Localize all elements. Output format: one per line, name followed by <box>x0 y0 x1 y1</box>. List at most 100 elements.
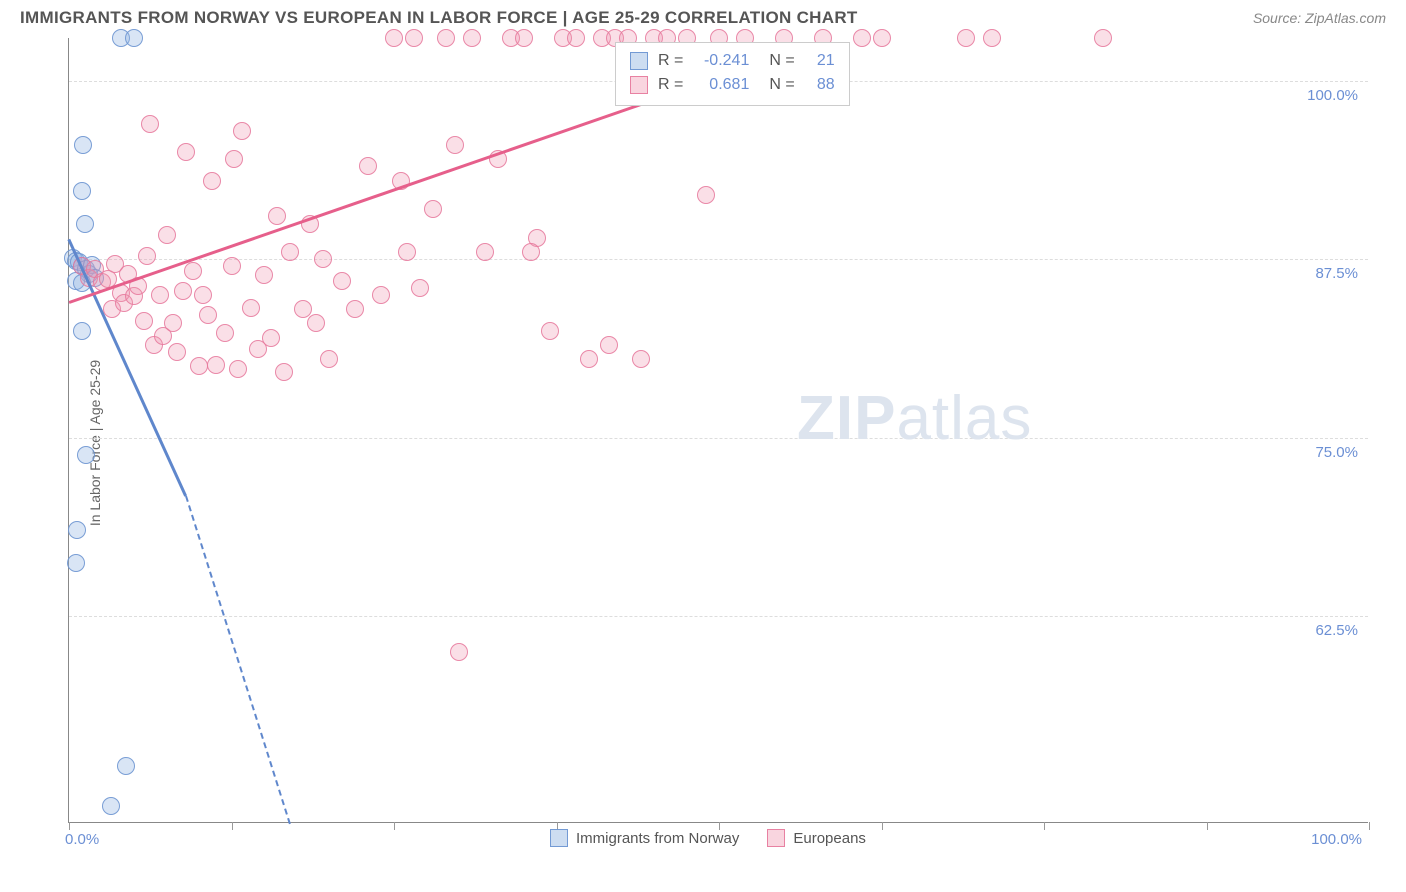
data-point-pink <box>294 300 312 318</box>
data-point-pink <box>541 322 559 340</box>
data-point-blue <box>77 446 95 464</box>
legend-label: Europeans <box>793 830 866 847</box>
chart-source: Source: ZipAtlas.com <box>1253 10 1386 26</box>
n-label: N = <box>769 49 794 73</box>
legend-swatch-blue <box>550 829 568 847</box>
legend-label: Immigrants from Norway <box>576 830 739 847</box>
data-point-pink <box>203 172 221 190</box>
data-point-pink <box>346 300 364 318</box>
r-label: R = <box>658 73 683 97</box>
data-point-pink <box>873 29 891 47</box>
data-point-pink <box>216 324 234 342</box>
gridline <box>69 438 1368 439</box>
data-point-pink <box>424 200 442 218</box>
y-tick-label: 100.0% <box>1307 87 1358 104</box>
data-point-pink <box>223 257 241 275</box>
data-point-pink <box>580 350 598 368</box>
data-point-pink <box>151 286 169 304</box>
data-point-pink <box>141 115 159 133</box>
plot-area: 62.5%75.0%87.5%100.0%0.0%100.0%ZIPatlasR… <box>68 38 1368 823</box>
data-point-pink <box>372 286 390 304</box>
data-point-blue <box>73 322 91 340</box>
r-value: -0.241 <box>693 49 749 73</box>
data-point-blue <box>76 215 94 233</box>
x-tick <box>1207 822 1208 830</box>
data-point-pink <box>158 226 176 244</box>
data-point-pink <box>168 343 186 361</box>
data-point-pink <box>138 247 156 265</box>
r-value: 0.681 <box>693 73 749 97</box>
data-point-pink <box>632 350 650 368</box>
x-tick-label: 100.0% <box>1311 831 1362 848</box>
data-point-pink <box>255 266 273 284</box>
x-tick <box>394 822 395 830</box>
data-point-blue <box>74 136 92 154</box>
x-tick <box>69 822 70 830</box>
data-point-pink <box>957 29 975 47</box>
data-point-pink <box>333 272 351 290</box>
data-point-pink <box>411 279 429 297</box>
legend-item: Europeans <box>767 829 866 847</box>
data-point-pink <box>164 314 182 332</box>
data-point-pink <box>515 29 533 47</box>
data-point-pink <box>320 350 338 368</box>
n-label: N = <box>769 73 794 97</box>
data-point-blue <box>73 182 91 200</box>
data-point-pink <box>135 312 153 330</box>
y-tick-label: 62.5% <box>1315 622 1358 639</box>
data-point-pink <box>983 29 1001 47</box>
data-point-blue <box>125 29 143 47</box>
data-point-pink <box>697 186 715 204</box>
data-point-pink <box>405 29 423 47</box>
data-point-pink <box>233 122 251 140</box>
data-point-pink <box>522 243 540 261</box>
data-point-pink <box>199 306 217 324</box>
data-point-pink <box>268 207 286 225</box>
x-tick <box>1044 822 1045 830</box>
data-point-pink <box>437 29 455 47</box>
data-point-pink <box>314 250 332 268</box>
data-point-pink <box>262 329 280 347</box>
legend-row: R =-0.241N =21 <box>630 49 835 73</box>
data-point-pink <box>190 357 208 375</box>
legend-swatch-pink <box>630 76 648 94</box>
data-point-pink <box>398 243 416 261</box>
data-point-pink <box>225 150 243 168</box>
data-point-pink <box>174 282 192 300</box>
data-point-pink <box>184 262 202 280</box>
data-point-pink <box>242 299 260 317</box>
legend-row: R = 0.681 N = 88 <box>630 73 835 97</box>
data-point-blue <box>117 757 135 775</box>
data-point-pink <box>853 29 871 47</box>
gridline <box>69 259 1368 260</box>
data-point-pink <box>450 643 468 661</box>
data-point-pink <box>281 243 299 261</box>
correlation-legend: R = -0.241 N = 21R = 0.681 N = 88 <box>615 42 850 106</box>
data-point-pink <box>207 356 225 374</box>
legend-swatch-pink <box>767 829 785 847</box>
trendline-dashed <box>185 495 291 824</box>
y-tick-label: 87.5% <box>1315 265 1358 282</box>
y-tick-label: 75.0% <box>1315 444 1358 461</box>
x-tick <box>882 822 883 830</box>
data-point-blue <box>68 521 86 539</box>
data-point-pink <box>177 143 195 161</box>
legend-item: Immigrants from Norway <box>550 829 739 847</box>
data-point-pink <box>600 336 618 354</box>
series-legend: Immigrants from Norway Europeans <box>550 829 866 847</box>
data-point-pink <box>229 360 247 378</box>
data-point-pink <box>567 29 585 47</box>
data-point-pink <box>1094 29 1112 47</box>
n-value: 88 <box>805 73 835 97</box>
chart-title: IMMIGRANTS FROM NORWAY VS EUROPEAN IN LA… <box>20 8 858 28</box>
data-point-blue <box>102 797 120 815</box>
x-tick <box>232 822 233 830</box>
data-point-pink <box>275 363 293 381</box>
data-point-pink <box>359 157 377 175</box>
data-point-blue <box>67 554 85 572</box>
data-point-pink <box>463 29 481 47</box>
data-point-pink <box>194 286 212 304</box>
x-tick <box>1369 822 1370 830</box>
n-value: 21 <box>805 49 835 73</box>
gridline <box>69 616 1368 617</box>
